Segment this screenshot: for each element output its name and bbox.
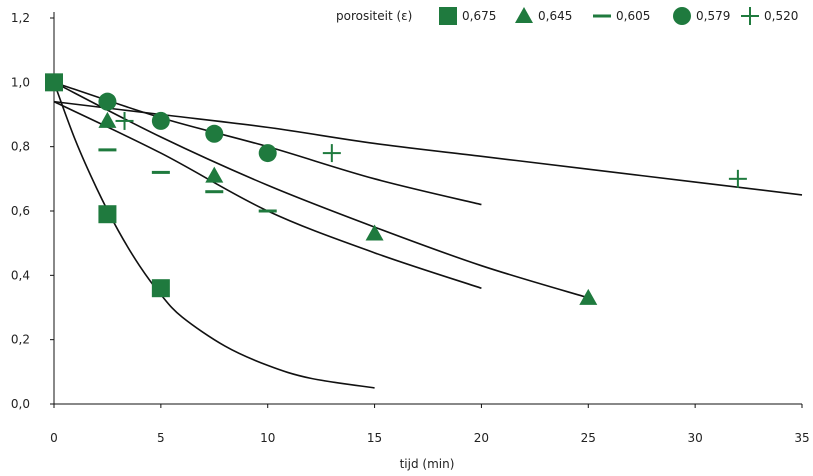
x-tick-label: 10 xyxy=(260,431,275,445)
data-point-dash xyxy=(151,170,170,174)
legend-marker-square xyxy=(439,7,457,25)
data-point-circle xyxy=(151,111,170,130)
data-point-triangle xyxy=(579,288,598,305)
legend-marker-dash xyxy=(593,14,611,18)
legend-label: 0,579 xyxy=(696,9,730,23)
data-point-square xyxy=(98,205,117,224)
data-point-dash xyxy=(98,148,117,152)
x-tick-label: 25 xyxy=(581,431,596,445)
fit-curve-circle xyxy=(53,81,482,206)
plus-v xyxy=(749,7,751,25)
y-tick-label: 0,0 xyxy=(11,397,30,411)
x-tick-label: 20 xyxy=(474,431,489,445)
x-tick-label: 35 xyxy=(794,431,809,445)
data-point-square xyxy=(151,279,170,298)
x-tick-label: 0 xyxy=(50,431,58,445)
data-point-circle xyxy=(98,92,117,111)
data-point-triangle xyxy=(365,224,384,241)
plus-v xyxy=(330,144,333,163)
data-point-triangle xyxy=(98,111,117,128)
fit-curve-triangle xyxy=(53,81,589,299)
data-point-triangle xyxy=(205,166,224,183)
x-tick-label: 30 xyxy=(688,431,703,445)
plus-v xyxy=(736,169,739,188)
axes: 0,0 0,2 0,4 0,6 0,8 1,0 1,2 0 5 10 15 20 25 30 35 xyxy=(11,11,810,445)
legend-label: 0,645 xyxy=(538,9,572,23)
x-axis-title: tijd (min) xyxy=(400,457,455,471)
legend-title: porositeit (ε) xyxy=(336,9,412,23)
legend-label: 0,675 xyxy=(462,9,496,23)
data-point-circle xyxy=(258,144,277,163)
legend-marker-circle xyxy=(673,7,691,25)
legend: porositeit (ε) 0,675 0,645 0,605 0,579 0,520 xyxy=(336,7,798,25)
legend-label: 0,605 xyxy=(616,9,650,23)
x-tick-label: 15 xyxy=(367,431,382,445)
y-tick-label: 1,2 xyxy=(11,11,30,25)
legend-marker-plus xyxy=(741,7,759,25)
legend-label: 0,520 xyxy=(764,9,798,23)
data-point-dash xyxy=(258,209,277,213)
plus-v xyxy=(123,111,126,130)
y-tick-label: 0,2 xyxy=(11,333,30,347)
fit-curve-dash xyxy=(53,100,482,289)
y-tick-label: 0,4 xyxy=(11,268,30,282)
y-tick-label: 0,6 xyxy=(11,204,30,218)
x-tick-label: 5 xyxy=(157,431,165,445)
legend-marker-triangle xyxy=(515,7,533,23)
fit-curve-plus xyxy=(53,100,803,196)
y-tick-label: 1,0 xyxy=(11,75,30,89)
data-point-circle xyxy=(205,124,224,143)
data-point-plus xyxy=(115,111,134,130)
markers xyxy=(45,73,747,305)
data-point-square xyxy=(45,73,63,92)
data-point-plus xyxy=(322,144,341,163)
data-point-plus xyxy=(728,169,747,188)
data-point-dash xyxy=(205,190,224,194)
y-tick-label: 0,8 xyxy=(11,140,30,154)
